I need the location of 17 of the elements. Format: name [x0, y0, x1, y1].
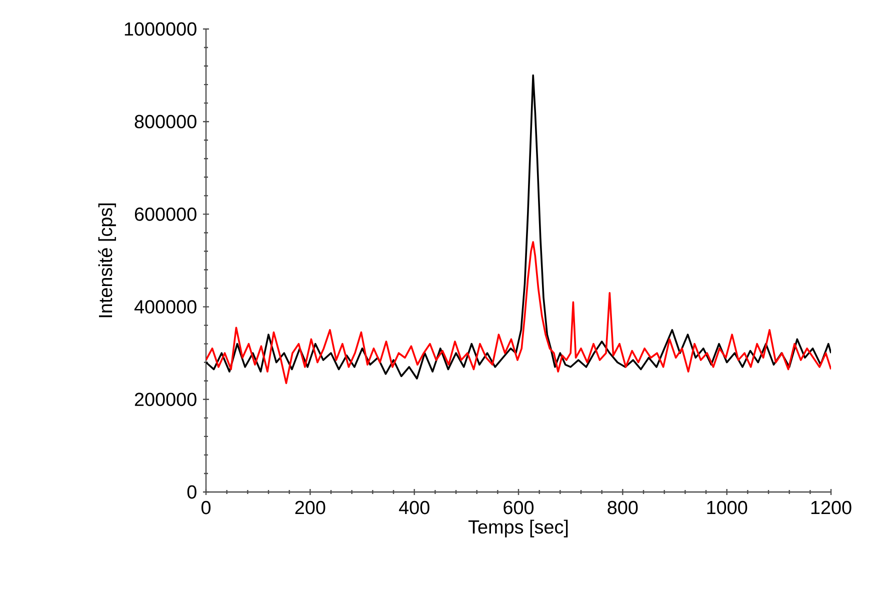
x-axis-title: Temps [sec] [468, 520, 568, 538]
y-tick-label: 1000000 [124, 22, 196, 36]
y-axis-title: Intensité [cps] [98, 203, 116, 318]
y-tick-label: 0 [187, 485, 196, 499]
y-tick-label: 800000 [134, 114, 196, 128]
x-tick-label: 200 [295, 500, 326, 514]
line-series [206, 241, 832, 384]
y-tick-label: 400000 [134, 300, 196, 314]
y-tick-label: 600000 [134, 207, 196, 221]
x-tick-label: 600 [504, 500, 534, 514]
x-tick-label: 800 [608, 500, 638, 514]
line-series [206, 74, 832, 380]
x-tick-label: 1200 [811, 500, 852, 514]
x-tick-label: 1000 [707, 500, 748, 514]
y-tick-label: 200000 [134, 392, 196, 406]
x-tick-label: 0 [201, 500, 211, 514]
x-tick-label: 400 [398, 500, 430, 514]
